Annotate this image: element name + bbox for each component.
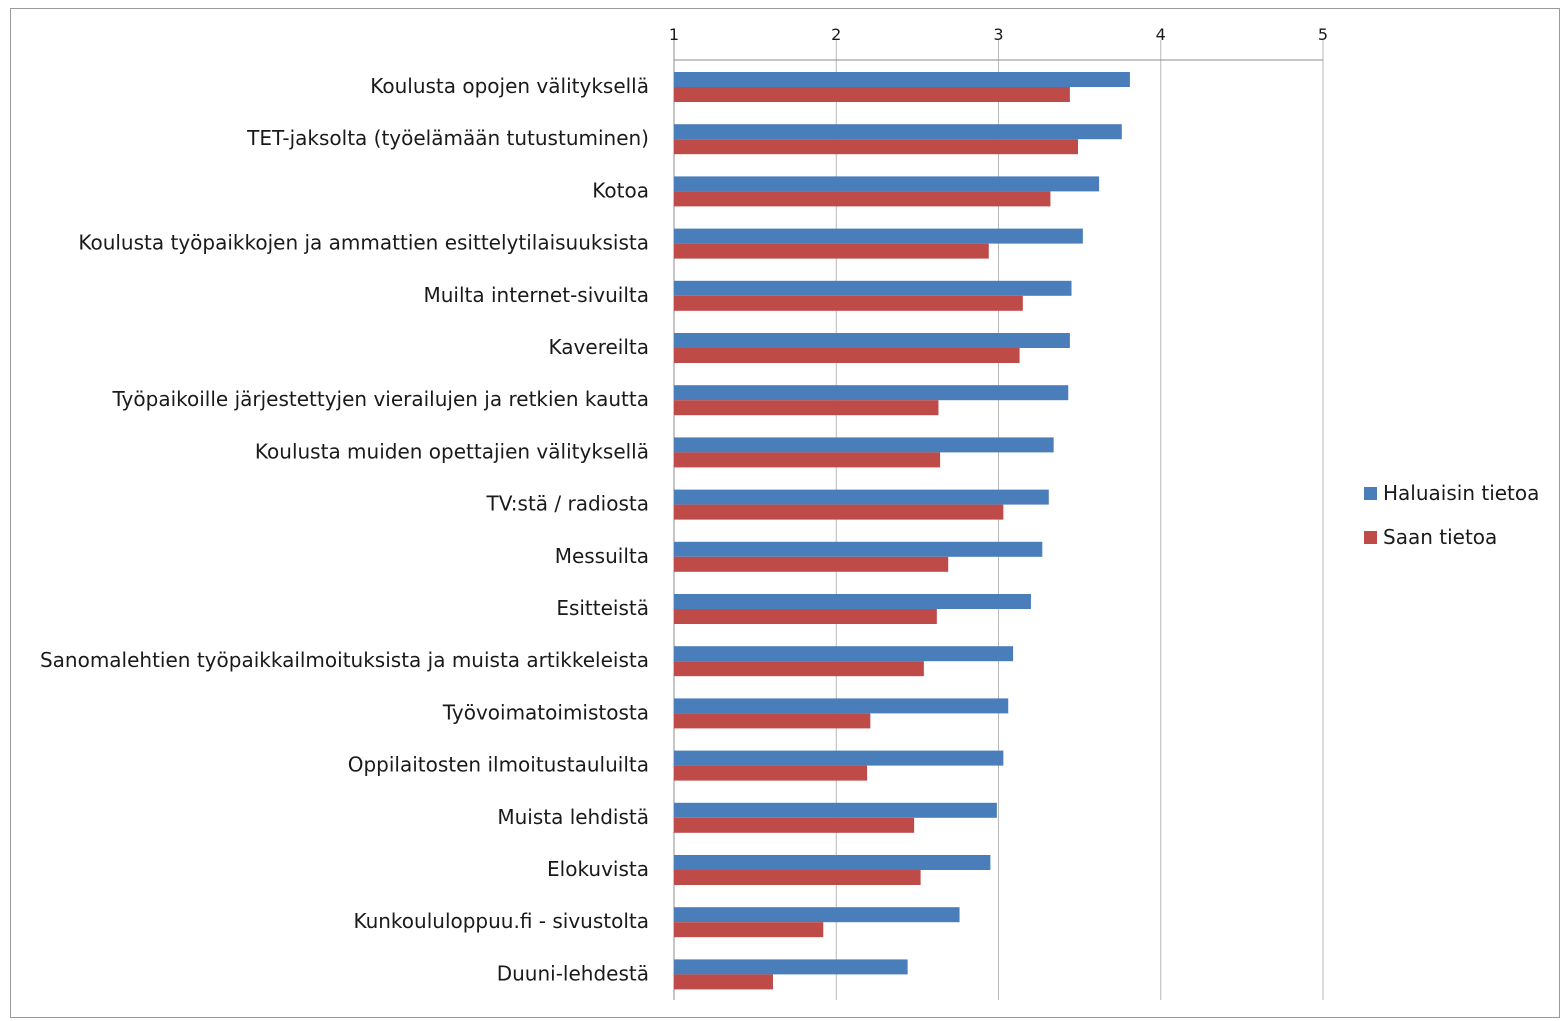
category-label: Elokuvista xyxy=(547,857,649,881)
category-label: Muista lehdistä xyxy=(497,805,649,829)
category-label: TET-jaksolta (työelämään tutustuminen) xyxy=(246,126,649,150)
bar-haluaisin xyxy=(674,72,1130,87)
bar-saan xyxy=(674,713,871,729)
category-label: Koulusta opojen välityksellä xyxy=(370,74,649,98)
bar-saan xyxy=(674,974,773,990)
bar-haluaisin xyxy=(674,228,1083,244)
category-label: Duuni-lehdestä xyxy=(497,961,649,985)
bar-haluaisin xyxy=(674,907,960,923)
bar-saan xyxy=(674,661,924,677)
category-labels: Koulusta opojen välityksellä TET-jaksolta… xyxy=(40,74,649,985)
bar-saan xyxy=(674,452,941,468)
bar-saan xyxy=(674,87,1070,102)
bar-saan xyxy=(674,243,989,259)
category-label: Kotoa xyxy=(592,178,649,202)
category-label: Messuilta xyxy=(555,544,649,568)
legend-swatch-saan xyxy=(1364,530,1377,544)
legend-item-saan: Saan tietoa xyxy=(1364,525,1539,549)
bar-saan xyxy=(674,609,937,624)
bar-haluaisin xyxy=(674,176,1100,192)
bar-saan xyxy=(674,817,915,833)
bar-haluaisin xyxy=(674,385,1069,401)
bar-haluaisin xyxy=(674,333,1070,348)
bar-haluaisin xyxy=(674,698,1009,714)
category-label: Sanomalehtien työpaikkailmoituksista ja … xyxy=(40,648,649,672)
category-label: Muilta internet-sivuilta xyxy=(424,283,650,307)
legend-swatch-haluaisin xyxy=(1364,486,1377,500)
bars xyxy=(674,72,1130,990)
category-label: Kunkoululoppuu.fi - sivustolta xyxy=(353,909,649,933)
bar-saan xyxy=(674,400,939,416)
category-label: Työpaikoille järjestettyjen vierailujen … xyxy=(111,387,649,411)
bar-saan xyxy=(674,348,1020,363)
bar-haluaisin xyxy=(674,855,991,870)
bar-haluaisin xyxy=(674,437,1054,453)
bar-saan xyxy=(674,556,949,572)
bar-haluaisin xyxy=(674,646,1014,662)
category-label: Koulusta muiden opettajien välityksellä xyxy=(255,439,649,463)
bar-saan xyxy=(674,504,1004,520)
bar-saan xyxy=(674,765,868,781)
category-label: TV:stä / radiosta xyxy=(486,492,649,516)
legend: Haluaisin tietoa Saan tietoa xyxy=(1364,481,1540,570)
x-tick-label: 2 xyxy=(831,25,841,44)
bar-haluaisin xyxy=(674,802,997,818)
legend-label-saan: Saan tietoa xyxy=(1383,525,1498,549)
category-label: Kavereilta xyxy=(549,335,649,359)
category-label: Oppilaitosten ilmoitustauluilta xyxy=(348,753,649,777)
x-tick-label: 3 xyxy=(993,25,1003,44)
bar-saan xyxy=(674,870,921,885)
bar-haluaisin xyxy=(674,541,1043,557)
bar-haluaisin xyxy=(674,594,1031,609)
legend-item-haluaisin: Haluaisin tietoa xyxy=(1364,481,1540,505)
bar-haluaisin xyxy=(674,280,1072,296)
bar-saan xyxy=(674,295,1023,311)
x-tick-label: 1 xyxy=(669,25,679,44)
legend-label-haluaisin: Haluaisin tietoa xyxy=(1383,481,1540,505)
category-label: Koulusta työpaikkojen ja ammattien esitt… xyxy=(78,231,649,255)
x-tick-label: 5 xyxy=(1318,25,1328,44)
bar-haluaisin xyxy=(674,750,1004,766)
bar-haluaisin xyxy=(674,959,908,975)
bar-saan xyxy=(674,922,824,938)
bar-haluaisin xyxy=(674,124,1122,140)
x-tick-label: 4 xyxy=(1156,25,1166,44)
bar-saan xyxy=(674,191,1051,207)
category-label: Esitteistä xyxy=(556,596,649,620)
bar-saan xyxy=(674,139,1079,155)
category-label: Työvoimatoimistosta xyxy=(442,700,649,724)
x-axis-tick-labels: 1 2 3 4 5 xyxy=(669,25,1328,44)
bar-haluaisin xyxy=(674,489,1049,505)
